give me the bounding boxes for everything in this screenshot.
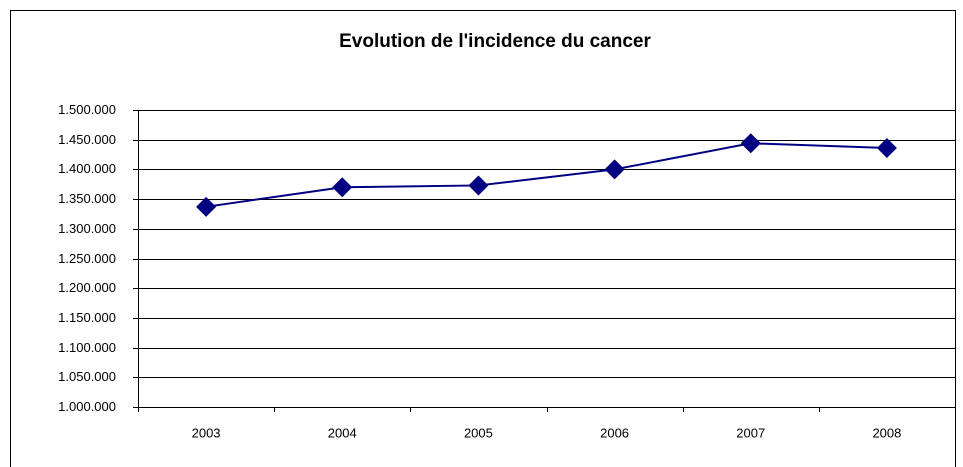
marker xyxy=(876,138,897,159)
y-tick-label: 1.400.000 xyxy=(58,161,116,176)
y-tick-label: 1.300.000 xyxy=(58,221,116,236)
y-tick-label: 1.200.000 xyxy=(58,280,116,295)
x-tick-label: 2005 xyxy=(464,425,493,440)
chart-border xyxy=(10,10,956,467)
x-tick-label: 2007 xyxy=(736,425,765,440)
y-tick-label: 1.050.000 xyxy=(58,369,116,384)
marker xyxy=(468,175,489,196)
y-tick-label: 1.350.000 xyxy=(58,191,116,206)
y-tick-label: 1.150.000 xyxy=(58,310,116,325)
marker xyxy=(740,133,761,154)
line xyxy=(205,142,887,208)
y-tick-label: 1.000.000 xyxy=(58,399,116,414)
chart-title: Evolution de l'incidence du cancer xyxy=(339,31,651,52)
y-tick-label: 1.100.000 xyxy=(58,340,116,355)
x-tick-label: 2006 xyxy=(600,425,629,440)
y-tick-label: 1.250.000 xyxy=(58,251,116,266)
marker xyxy=(332,177,353,198)
y-tick-label: 1.500.000 xyxy=(58,102,116,117)
marker xyxy=(196,196,217,217)
marker xyxy=(604,159,625,180)
x-tick-label: 2004 xyxy=(328,425,357,440)
x-tick-label: 2003 xyxy=(192,425,221,440)
y-tick-label: 1.450.000 xyxy=(58,132,116,147)
x-tick-label: 2008 xyxy=(872,425,901,440)
